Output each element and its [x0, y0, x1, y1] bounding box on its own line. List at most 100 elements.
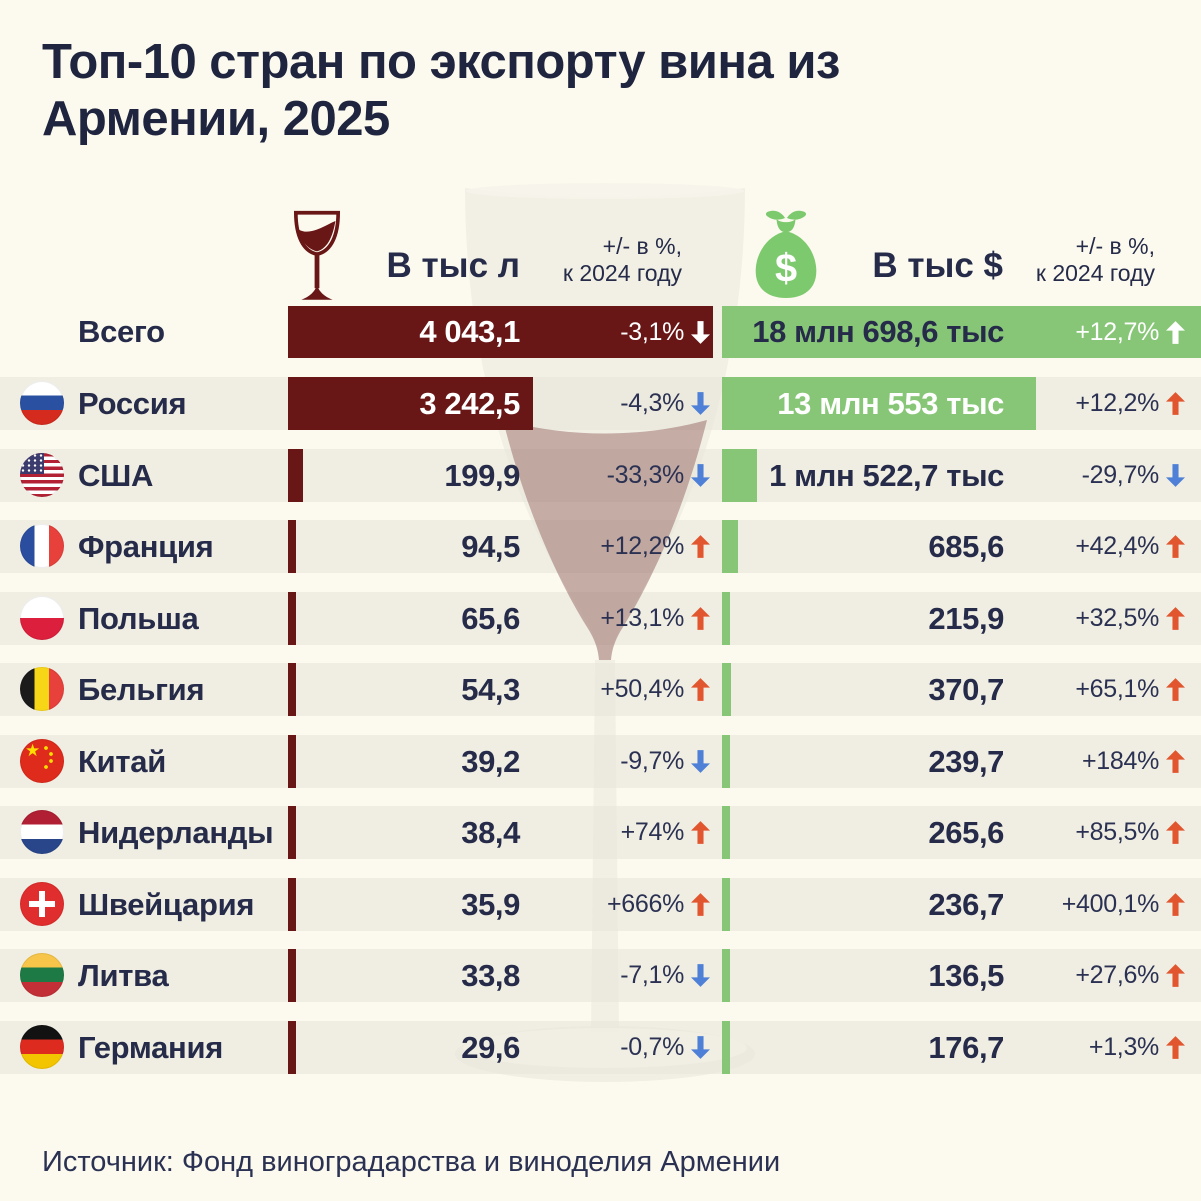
volume-bar [288, 806, 296, 859]
country-label: Франция [78, 528, 214, 564]
table-row: Германия 29,6 -0,7% 176,7 +1,3% [0, 1021, 1201, 1074]
cn-flag-icon [20, 739, 64, 783]
country-label: США [78, 457, 154, 493]
dollar-value: 370,7 [928, 671, 1004, 707]
dollar-change-text: +85,5% [1075, 818, 1159, 846]
volume-change-arrow-icon [691, 893, 710, 916]
table-row: Китай 39,2 -9,7% 239,7 +184% [0, 735, 1201, 788]
dollar-bar [722, 806, 730, 859]
country-label: Всего [78, 314, 165, 349]
volume-change: +666% [607, 878, 710, 931]
us-flag-icon [20, 453, 64, 497]
table-row: Швейцария 35,9 +666% 236,7 +400,1% [0, 878, 1201, 931]
table-row: Всего 4 043,1 -3,1% 18 млн 698,6 тыс +12… [0, 306, 1201, 358]
volume-bar [288, 1021, 296, 1074]
dollar-change-arrow-icon [1166, 821, 1185, 844]
dollar-change-text: -29,7% [1081, 461, 1160, 489]
table-row: Франция 94,5 +12,2% 685,6 +42,4% [0, 520, 1201, 573]
be-flag-icon [20, 667, 64, 711]
volume-bar [288, 878, 296, 931]
dollar-change: +27,6% [1075, 949, 1185, 1002]
pl-flag-icon [20, 596, 64, 640]
dollar-change-arrow-icon [1166, 464, 1185, 487]
dollar-bar [722, 306, 1201, 358]
dollar-change-arrow-icon [1166, 893, 1185, 916]
dollar-change-text: +12,7% [1075, 317, 1159, 346]
dollar-change: +32,5% [1075, 592, 1185, 645]
dollar-column-header: В тыс $ [872, 246, 1003, 285]
dollar-change-text: +12,2% [1075, 389, 1159, 417]
wine-glass-icon [293, 210, 341, 300]
dollar-bar [722, 520, 738, 573]
dollar-change: +400,1% [1062, 878, 1185, 931]
volume-bar [288, 520, 296, 573]
volume-change: -3,1% [620, 306, 710, 358]
volume-bar [288, 449, 303, 502]
country-label: Россия [78, 385, 187, 421]
volume-change-arrow-icon [691, 607, 710, 630]
dollar-change-arrow-icon [1166, 392, 1185, 415]
dollar-value: 685,6 [928, 528, 1004, 564]
volume-value: 4 043,1 [419, 314, 520, 349]
dollar-value: 176,7 [928, 1029, 1004, 1065]
dollar-bar [722, 878, 730, 931]
table-row: США 199,9 -33,3% 1 млн 522,7 тыс -29,7% [0, 449, 1201, 502]
dollar-change-text: +32,5% [1075, 604, 1159, 632]
volume-change: -33,3% [607, 449, 710, 502]
dollar-change: +1,3% [1089, 1021, 1185, 1074]
country-label: Бельгия [78, 671, 205, 707]
table-row: Нидерланды 38,4 +74% 265,6 +85,5% [0, 806, 1201, 859]
dollar-change-text: +1,3% [1088, 1033, 1159, 1061]
dollar-change: +65,1% [1075, 663, 1185, 716]
lt-flag-icon [20, 953, 64, 997]
dollar-change-arrow-icon [1166, 320, 1185, 344]
volume-value: 38,4 [461, 814, 520, 850]
page-title-line1: Топ-10 стран по экспорту вина из [42, 35, 840, 89]
volume-change-text: -33,3% [606, 461, 685, 489]
volume-change-text: -7,1% [620, 961, 684, 989]
dollar-value: 13 млн 553 тыс [777, 385, 1004, 421]
volume-value: 33,8 [461, 957, 520, 993]
volume-change: -0,7% [620, 1021, 710, 1074]
dollar-value: 265,6 [928, 814, 1004, 850]
page-title: Топ-10 стран по экспорту вина из Армении… [42, 34, 840, 148]
page-title-line2: Армении, 2025 [42, 92, 390, 146]
volume-change: +50,4% [600, 663, 710, 716]
volume-change: -7,1% [620, 949, 710, 1002]
money-bag-icon: $ [755, 210, 817, 299]
volume-value: 3 242,5 [419, 385, 520, 421]
volume-value: 94,5 [461, 528, 520, 564]
volume-value: 54,3 [461, 671, 520, 707]
volume-change-arrow-icon [691, 821, 710, 844]
dollar-bar [722, 735, 730, 788]
dollar-change-column-header: +/- в %, к 2024 году [1035, 233, 1155, 286]
dollar-value: 1 млн 522,7 тыс [769, 457, 1004, 493]
volume-change-text: -4,3% [620, 389, 684, 417]
ru-flag-icon [20, 381, 64, 425]
dollar-change: +184% [1082, 735, 1185, 788]
dollar-change-arrow-icon [1166, 964, 1185, 987]
nl-flag-icon [20, 810, 64, 854]
volume-change-arrow-icon [691, 320, 710, 344]
volume-value: 199,9 [444, 457, 520, 493]
dollar-change-arrow-icon [1166, 535, 1185, 558]
dollar-change: +12,2% [1075, 377, 1185, 430]
ch-flag-icon [20, 882, 64, 926]
volume-bar [288, 735, 296, 788]
dollar-bar [722, 949, 730, 1002]
volume-change-text: -0,7% [620, 1033, 684, 1061]
volume-change-text: +666% [606, 890, 684, 918]
volume-change-arrow-icon [691, 1036, 710, 1059]
volume-change-arrow-icon [691, 964, 710, 987]
dollar-value: 18 млн 698,6 тыс [752, 314, 1004, 349]
dollar-value: 239,7 [928, 743, 1004, 779]
volume-change-text: +12,2% [600, 532, 684, 560]
dollar-change-text: +65,1% [1075, 675, 1159, 703]
volume-value: 35,9 [461, 886, 520, 922]
svg-text:$: $ [775, 246, 797, 290]
table-row: Бельгия 54,3 +50,4% 370,7 +65,1% [0, 663, 1201, 716]
dollar-change: +42,4% [1075, 520, 1185, 573]
volume-bar [288, 663, 296, 716]
